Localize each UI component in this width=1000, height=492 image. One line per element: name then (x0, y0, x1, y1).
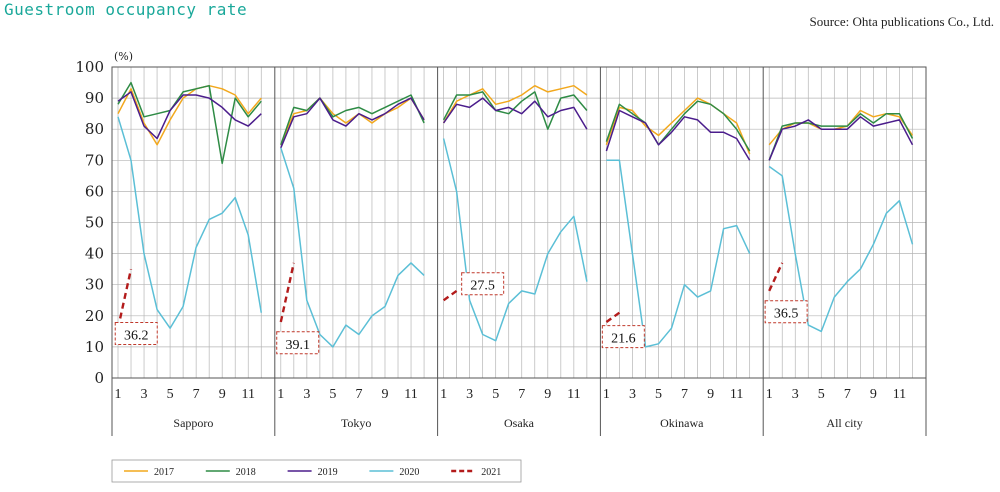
series-line-2019-sapporo (117, 91, 262, 140)
x-tick-label: 3 (466, 387, 473, 402)
series-line-2020-sapporo (117, 116, 263, 329)
y-tick-label: 40 (85, 245, 104, 263)
y-tick-label: 70 (85, 151, 104, 169)
series-line-2017-tokyo (280, 97, 425, 146)
x-tick-label: 3 (141, 387, 148, 402)
series-line-2021-sapporo (116, 268, 133, 329)
annotation-label: 21.6 (611, 332, 636, 347)
x-tick-label: 5 (492, 387, 499, 402)
series-line-2020-osaka (442, 138, 588, 342)
series-line-2020-all-city (768, 165, 914, 333)
source-note: Source: Ohta publications Co., Ltd. (809, 14, 994, 29)
legend-label: 2020 (399, 467, 419, 478)
y-tick-label: 20 (85, 307, 104, 325)
legend-label: 2018 (236, 467, 256, 478)
x-tick-label: 9 (870, 387, 877, 402)
x-tick-label: 5 (167, 387, 174, 402)
panel-name: Tokyo (341, 416, 372, 430)
panel-name: Okinawa (660, 416, 704, 430)
x-tick-label: 3 (629, 387, 636, 402)
x-tick-label: 11 (241, 387, 254, 402)
panel-name: Osaka (504, 416, 535, 430)
series-line-2017-osaka (442, 84, 588, 124)
y-axis-unit: (%) (114, 50, 133, 63)
y-tick-label: 0 (94, 369, 104, 387)
series-line-2021-osaka (442, 289, 458, 302)
x-tick-label: 7 (844, 387, 851, 402)
series-line-2018-sapporo (117, 81, 262, 165)
panel-name: Sapporo (173, 416, 213, 430)
x-tick-label: 1 (277, 387, 284, 402)
x-tick-label: 3 (792, 387, 799, 402)
annotation-box (601, 325, 645, 349)
series-line-2021-tokyo (279, 262, 295, 323)
series-line-2018-tokyo (280, 94, 425, 146)
x-tick-label: 7 (355, 387, 362, 402)
x-tick-label: 9 (544, 387, 551, 402)
x-tick-label: 5 (655, 387, 662, 402)
y-tick-label: 90 (85, 89, 104, 107)
x-tick-label: 11 (567, 387, 580, 402)
x-tick-label: 11 (404, 387, 417, 402)
series-line-2021-all-city (768, 262, 784, 292)
chart-title: Guestroom occupancy rate (4, 0, 248, 19)
series-line-2017-okinawa (605, 97, 751, 155)
annotation-label: 36.2 (124, 328, 149, 343)
series-line-2019-tokyo (280, 97, 425, 149)
x-tick-label: 9 (381, 387, 388, 402)
legend-label: 2021 (481, 467, 501, 478)
series-line-2020-okinawa (606, 159, 751, 348)
series-line-2021-okinawa (605, 311, 621, 323)
x-tick-label: 11 (893, 387, 906, 402)
annotation-box (276, 331, 320, 355)
series-line-2019-okinawa (605, 109, 751, 161)
x-tick-label: 5 (329, 387, 336, 402)
panel-name: All city (826, 416, 862, 430)
series-line-2019-all-city (768, 116, 914, 161)
series-line-2019-osaka (442, 97, 588, 130)
x-tick-label: 1 (766, 387, 773, 402)
y-tick-label: 60 (85, 182, 104, 200)
annotation-box (461, 272, 505, 296)
annotation-box (764, 300, 808, 324)
legend-box (111, 459, 522, 483)
x-tick-label: 7 (518, 387, 525, 402)
y-tick-label: 10 (85, 338, 104, 356)
y-tick-label: 30 (85, 276, 104, 294)
x-tick-label: 9 (219, 387, 226, 402)
series-line-2018-okinawa (605, 100, 751, 152)
legend-label: 2019 (318, 467, 338, 478)
x-tick-label: 7 (193, 387, 200, 402)
x-tick-label: 1 (440, 387, 447, 402)
annotation-label: 39.1 (285, 338, 310, 353)
x-tick-label: 3 (303, 387, 310, 402)
annotation-label: 36.5 (774, 307, 799, 322)
x-tick-label: 1 (603, 387, 610, 402)
x-tick-label: 5 (818, 387, 825, 402)
x-tick-label: 7 (681, 387, 688, 402)
series-line-2017-sapporo (117, 84, 262, 146)
series-line-2018-osaka (442, 91, 588, 130)
x-tick-label: 1 (115, 387, 122, 402)
legend-label: 2017 (154, 467, 174, 478)
series-line-2020-tokyo (280, 147, 425, 348)
series-line-2018-all-city (768, 112, 914, 161)
y-tick-label: 50 (85, 214, 104, 232)
annotation-label: 27.5 (470, 279, 495, 294)
y-tick-label: 80 (85, 120, 104, 138)
x-tick-label: 11 (730, 387, 743, 402)
y-tick-label: 100 (75, 58, 104, 76)
annotation-box (114, 321, 158, 345)
x-tick-label: 9 (707, 387, 714, 402)
